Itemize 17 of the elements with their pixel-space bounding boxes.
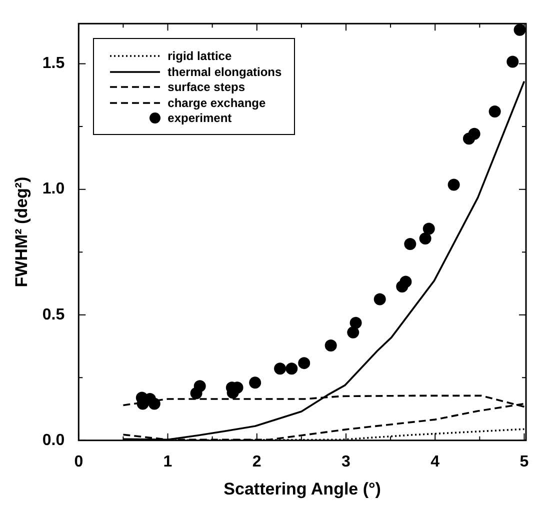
legend-label: charge exchange [168,96,266,110]
x-tick-label: 4 [430,453,440,470]
x-tick-label: 1 [163,453,172,470]
legend-label: thermal elongations [168,64,282,79]
legend-label: surface steps [168,80,246,94]
y-tick-label: 0.0 [42,432,65,449]
y-tick-label: 1.5 [42,55,65,72]
x-tick-label: 3 [342,453,351,470]
x-axis-title: Scattering Angle (°) [224,479,381,498]
legend-label: experiment [168,111,232,126]
x-tick-label: 2 [252,453,262,470]
legend-label: rigid lattice [168,49,232,64]
y-tick-label: 0.5 [42,306,65,324]
y-tick-label: 1.0 [42,180,65,198]
y-axis-title: FWHM² (deg²) [12,176,31,288]
x-tick-label: 0 [74,453,84,470]
x-tick-label: 5 [520,453,529,470]
